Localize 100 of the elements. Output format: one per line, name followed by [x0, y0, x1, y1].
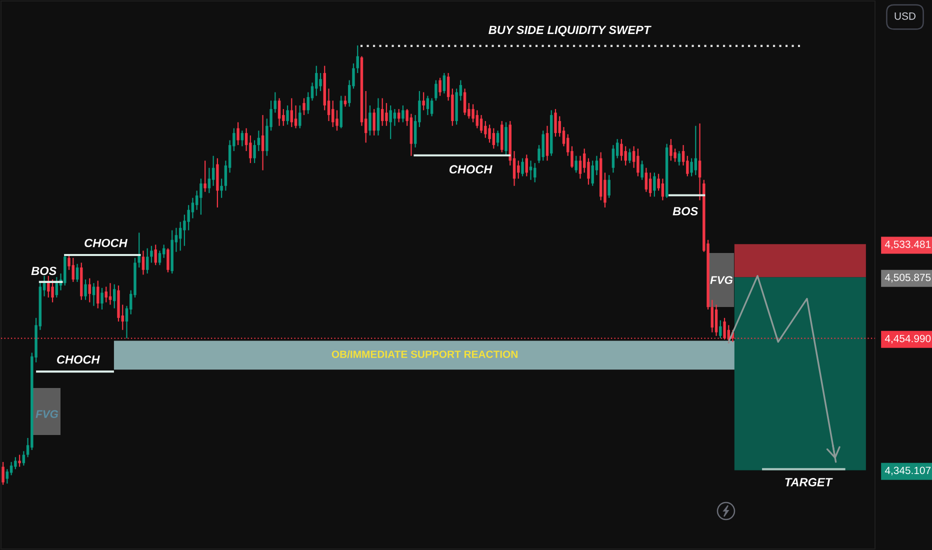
text: USD: [894, 12, 916, 20]
candlestick: [261, 114, 264, 171]
candlestick: [158, 250, 162, 266]
ref-line-label: CHOCH: [450, 165, 492, 174]
candlestick: [463, 88, 466, 116]
candlestick: [257, 130, 260, 152]
candlestick: [319, 72, 322, 92]
candlestick: [710, 299, 714, 333]
candlestick: [678, 150, 681, 166]
candlestick: [344, 95, 347, 108]
candlestick: [578, 155, 582, 180]
candlestick: [108, 282, 112, 306]
y-tick-label: 4,345.107: [884, 466, 931, 476]
candlestick: [187, 204, 190, 231]
candlestick: [166, 248, 170, 273]
candlestick: [2, 461, 4, 486]
candlestick: [472, 104, 474, 123]
candlestick: [113, 284, 116, 309]
candlestick: [476, 110, 479, 129]
annotation: FVG: [710, 276, 733, 284]
candlestick: [644, 167, 648, 192]
candlestick: [138, 232, 140, 268]
candlestick: [372, 108, 376, 136]
candlestick: [14, 456, 17, 470]
candlestick: [492, 128, 496, 150]
candlestick: [653, 172, 656, 198]
candlestick: [47, 275, 50, 298]
candlestick: [624, 146, 627, 166]
candlestick: [620, 138, 623, 162]
candlestick: [719, 320, 722, 339]
candlestick: [389, 104, 392, 140]
candlestick: [554, 108, 557, 138]
candlestick: [608, 174, 610, 198]
candlestick: [146, 248, 149, 274]
candlestick: [336, 110, 338, 132]
candlestick: [380, 98, 384, 126]
candlestick: [142, 250, 145, 276]
y-tick-label: 4,505.875: [884, 274, 931, 282]
candlestick: [591, 160, 594, 186]
candlestick: [694, 125, 698, 176]
candlestick: [278, 98, 281, 126]
candlestick: [294, 104, 298, 129]
candlestick: [249, 134, 252, 164]
candlestick: [397, 108, 400, 123]
candlestick: [51, 278, 54, 303]
candlestick: [253, 140, 256, 164]
candlestick: [104, 286, 108, 303]
candlestick: [356, 44, 359, 74]
ref-line-label: CHOCH: [57, 355, 100, 364]
candlestick: [698, 122, 702, 201]
candlestick: [286, 104, 289, 126]
candlestick: [6, 468, 9, 484]
y-tick-label: 4,454.990: [884, 334, 931, 344]
candlestick: [612, 144, 615, 174]
candlestick: [587, 158, 590, 186]
candlestick: [480, 114, 483, 134]
candlestick: [315, 65, 318, 96]
candlestick: [385, 102, 388, 126]
candlestick: [426, 95, 430, 116]
candlestick: [274, 92, 277, 114]
candlestick: [208, 167, 211, 194]
candlestick: [212, 155, 215, 186]
candlestick: [648, 172, 652, 198]
candlestick: [574, 155, 578, 174]
candlestick: [100, 287, 104, 310]
candlestick: [10, 461, 13, 476]
candlestick: [298, 104, 302, 129]
candlestick: [529, 160, 532, 180]
candlestick: [690, 158, 693, 177]
candlestick: [150, 245, 153, 264]
candlestick: [442, 72, 446, 94]
annotation: FVG: [36, 410, 58, 418]
candlestick: [204, 160, 206, 192]
band-label: OB/IMMEDIATE SUPPORT REACTION: [332, 350, 518, 358]
candlestick: [542, 130, 544, 162]
candlestick: [434, 80, 438, 102]
candlestick: [422, 92, 425, 111]
candlestick: [290, 98, 294, 128]
candlestick: [220, 178, 223, 198]
candlestick: [76, 263, 79, 282]
candlestick: [18, 454, 21, 468]
candlestick: [714, 304, 718, 336]
ref-line-label: BOS: [31, 266, 57, 276]
candlestick: [438, 77, 442, 96]
candlestick: [84, 278, 87, 300]
candlestick: [191, 197, 194, 219]
candlestick: [368, 104, 372, 136]
candlestick: [546, 125, 549, 162]
candlestick: [488, 124, 491, 144]
ref-line-label: TARGET: [785, 478, 833, 486]
ref-line-label: CHOCH: [84, 238, 128, 248]
candlestick: [640, 160, 644, 180]
candlestick: [534, 162, 536, 183]
candlestick: [674, 148, 676, 162]
candlestick: [96, 280, 100, 309]
candlestick: [154, 244, 157, 266]
candlestick: [332, 100, 334, 128]
candlestick: [430, 98, 434, 117]
candlestick: [402, 104, 404, 123]
candlestick: [484, 120, 487, 138]
